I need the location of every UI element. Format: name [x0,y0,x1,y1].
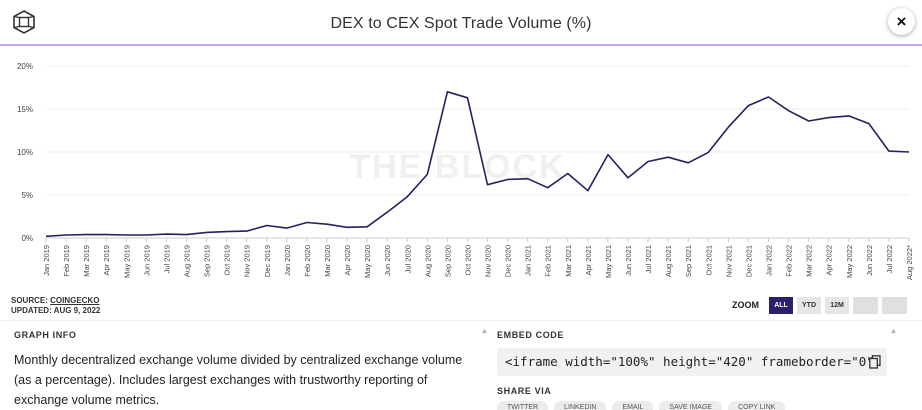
scroll-up-arrow-icon[interactable]: ▲ [890,328,897,335]
x-tick-label: Sep 2019 [203,245,212,277]
x-tick-label: Nov 2019 [243,245,252,277]
modal-header: DEX to CEX Spot Trade Volume (%) × [0,0,922,46]
zoom-12m-button[interactable]: 12M [825,296,849,314]
zoom-all-button[interactable]: ALL [769,296,793,314]
x-tick-label: Aug 2021 [664,245,673,277]
x-tick-label: Feb 2019 [62,245,71,277]
x-tick-label: Oct 2021 [704,245,713,275]
copy-icon[interactable] [869,355,881,369]
graph-info-text: Monthly decentralized exchange volume di… [14,353,463,407]
x-tick-label: Jun 2019 [142,245,151,276]
share-twitter-button[interactable]: TWITTER [497,401,549,410]
share-email-button[interactable]: EMAIL [612,401,654,410]
x-tick-label: Nov 2021 [724,245,733,277]
graph-info-panel: GRAPH INFO Monthly decentralized exchang… [14,330,464,410]
series-line [45,90,910,238]
y-tick-label: 0% [21,234,33,243]
embed-code-text: <iframe width="100%" height="420" frameb… [505,354,874,369]
x-tick-label: Mar 2021 [564,245,573,277]
x-tick-label: Apr 2019 [102,245,111,275]
x-tick-label: Jul 2020 [403,245,412,273]
x-tick-label: Jan 2019 [42,245,51,276]
x-tick-label: Sep 2021 [684,245,693,277]
x-tick-label: Aug 2022* [905,245,914,280]
x-tick-label: Jun 2020 [383,245,392,276]
zoom-label: ZOOM [732,300,759,310]
x-tick-label: Dec 2021 [744,245,753,277]
x-tick-label: May 2022 [845,245,854,278]
x-tick-label: Apr 2022 [825,245,834,275]
close-button[interactable]: × [888,8,915,35]
x-tick-label: Mar 2020 [323,245,332,277]
x-tick-label: May 2021 [604,245,613,278]
zoom-blank-button[interactable] [853,296,878,314]
share-linkedin-button[interactable]: LINKEDIN [554,401,607,410]
x-tick-label: Jun 2022 [865,245,874,276]
y-tick-label: 20% [17,62,33,71]
source-link[interactable]: COINGECKO [50,296,100,305]
x-tick-label: Nov 2020 [484,245,493,277]
y-tick-label: 10% [17,148,33,157]
x-tick-label: Mar 2019 [82,245,91,277]
copy-link-button[interactable]: COPY LINK [728,401,786,410]
zoom-blank-button[interactable] [882,296,907,314]
x-tick-label: May 2020 [363,245,372,278]
embed-code-heading: EMBED CODE [497,330,565,340]
x-tick-label: Jun 2021 [624,245,633,276]
scroll-up-arrow-icon[interactable]: ▲ [481,328,488,335]
x-tick-label: Dec 2020 [504,245,513,277]
the-block-logo-icon [13,10,35,34]
save-image-button[interactable]: SAVE IMAGE [659,401,723,410]
x-tick-label: Aug 2019 [182,245,191,277]
chart-title: DEX to CEX Spot Trade Volume (%) [330,15,592,32]
x-tick-label: May 2019 [122,245,131,278]
x-tick-label: Sep 2020 [443,245,452,277]
x-tick-label: Mar 2022 [805,245,814,277]
embed-panel: EMBED CODE <iframe width="100%" height="… [497,330,887,410]
x-tick-label: Feb 2021 [544,245,553,277]
embed-code-field[interactable]: <iframe width="100%" height="420" frameb… [497,348,887,376]
source-block: SOURCE: COINGECKO UPDATED: AUG 9, 2022 [11,296,100,316]
x-tick-label: Feb 2022 [785,245,794,277]
y-tick-label: 5% [21,191,33,200]
x-tick-label: Dec 2019 [263,245,272,277]
panel-divider [0,320,922,321]
zoom-ytd-button[interactable]: YTD [797,296,821,314]
x-tick-label: Apr 2020 [343,245,352,275]
x-tick-label: Jul 2019 [162,245,171,273]
x-tick-label: Jan 2022 [765,245,774,276]
y-tick-label: 15% [17,105,33,114]
x-tick-label: Jan 2020 [283,245,292,276]
source-label: SOURCE: [11,296,51,305]
zoom-controls: ZOOM ALL YTD 12M [732,296,907,314]
share-buttons: TWITTER LINKEDIN EMAIL SAVE IMAGE COPY L… [497,401,887,410]
x-tick-label: Jul 2022 [885,245,894,273]
x-tick-label: Aug 2020 [423,245,432,277]
x-tick-label: Jul 2021 [644,245,653,273]
updated-date: UPDATED: AUG 9, 2022 [11,306,101,315]
share-via-heading: SHARE VIA [497,386,552,396]
x-tick-label: Apr 2021 [584,245,593,275]
line-chart: THE BLOCK 0% 5% 10% 15% 20% Jan 2019 Feb 2019 Ma… [17,62,914,280]
x-tick-label: Oct 2020 [463,245,472,275]
x-tick-label: Jan 2021 [524,245,533,276]
x-tick-label: Oct 2019 [223,245,232,275]
watermark-text: THE BLOCK [349,148,565,186]
x-tick-label: Feb 2020 [303,245,312,277]
graph-info-heading: GRAPH INFO [14,330,77,340]
